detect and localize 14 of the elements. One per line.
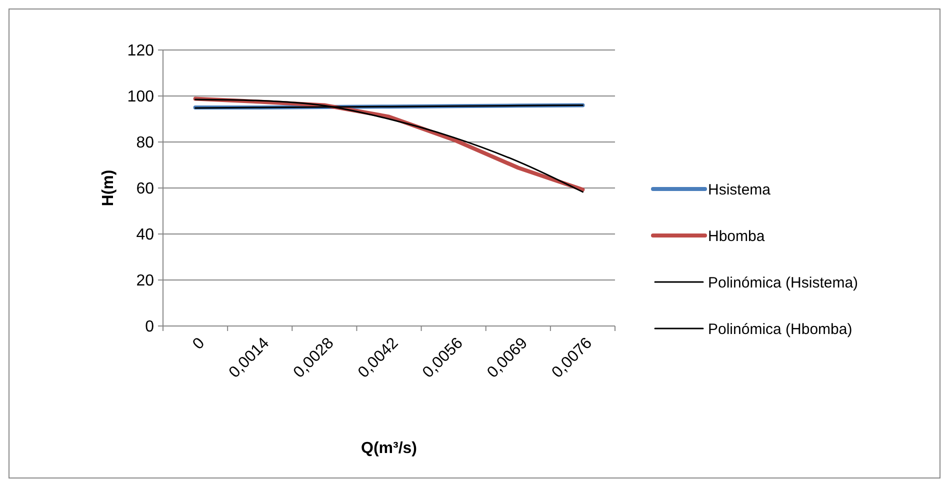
y-tick-label: 0 [145, 318, 154, 336]
legend-label: Polinómica (Hbomba) [708, 320, 852, 338]
y-tick-label: 120 [127, 42, 154, 60]
y-tick-label: 100 [127, 88, 154, 106]
legend-label: Hsistema [708, 181, 772, 198]
y-axis-title: H(m) [100, 170, 117, 206]
x-tick-label: 0 [190, 334, 208, 354]
y-tick-label: 40 [136, 226, 154, 244]
legend-label: Polinómica (Hsistema) [708, 274, 858, 292]
y-tick-label: 60 [136, 180, 154, 198]
legend-label: Hbomba [708, 228, 766, 245]
y-tick-label: 20 [136, 272, 154, 290]
x-axis-title: Q(m³/s) [361, 440, 417, 457]
y-tick-label: 80 [136, 134, 154, 152]
